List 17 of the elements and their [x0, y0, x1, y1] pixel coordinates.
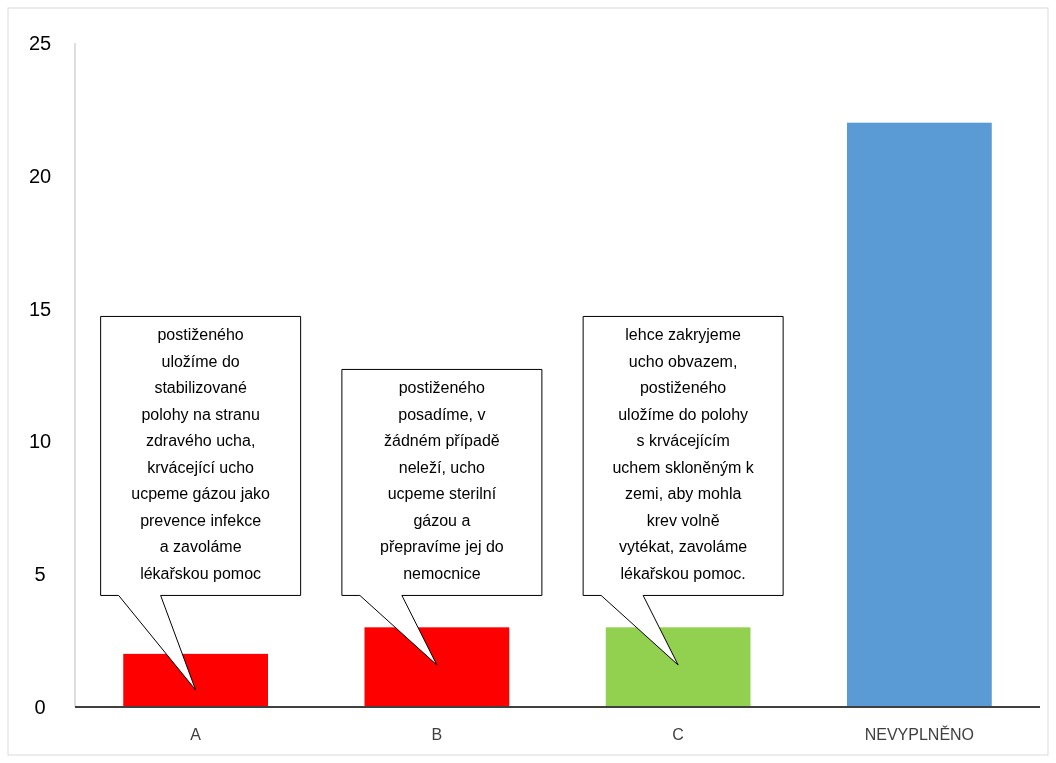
text: postiženého uložíme do stabilizované polohy na stranu zdravého ucha, krvácející ucho ucpeme gázou jako prevence infekce a zavoláme lékařskou pomoc: [131, 326, 271, 582]
y-tick-label: 0: [34, 696, 46, 718]
x-tick-label: NEVYPLNĚNO: [864, 725, 975, 743]
bar: [123, 653, 268, 707]
text: lehce zakryjeme ucho obvazem, postiženého uložíme do polohy s krvácejícím uchem skloněným k zemi, aby mohla krev volně vytékat, zavoláme lékařskou pomoc.: [612, 326, 754, 582]
y-tick-label: 5: [34, 563, 46, 586]
y-tick-label: 20: [28, 164, 52, 187]
bar: [364, 627, 510, 707]
annotation: postiženého posadíme, v žádném případě neleží, ucho ucpeme sterilní gázou a přepravíme jej do nemocnice: [380, 379, 504, 582]
bar: [847, 122, 992, 707]
x-tick-label: B: [431, 726, 443, 743]
y-tick-label: 10: [28, 430, 52, 453]
y-tick-label: 15: [28, 297, 52, 320]
x-tick-label: C: [672, 726, 684, 743]
y-tick-label: 25: [28, 32, 52, 54]
x-tick-label: A: [190, 726, 202, 743]
bar: [605, 627, 751, 707]
